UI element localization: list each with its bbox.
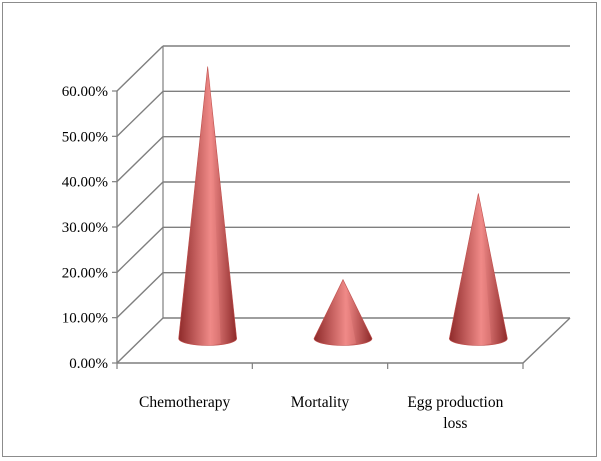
gridline-1: [116, 271, 570, 319]
y-tick-label-1: 10.00%: [62, 311, 108, 327]
gridline-2: [116, 226, 570, 273]
cones: [178, 66, 508, 346]
x-category-label-1: Mortality: [291, 394, 350, 411]
x-category-label-line: loss: [443, 415, 467, 432]
y-tick-label-0: 0.00%: [69, 356, 108, 372]
gridline-5: [116, 90, 570, 137]
y-tick-label-6: 60.00%: [62, 84, 108, 100]
cone-mortality: [313, 278, 373, 346]
x-category-label-line: Chemotherapy: [139, 394, 231, 411]
x-category-label-line: Mortality: [291, 394, 350, 411]
y-tick-label-2: 20.00%: [62, 265, 108, 281]
x-category-label-line: Egg production: [407, 394, 503, 411]
gridline-3: [116, 181, 570, 228]
y-tick-label-3: 30.00%: [62, 220, 108, 236]
cone-egg-production-loss: [449, 193, 508, 346]
cone-chemotherapy: [178, 66, 237, 346]
y-tick-label-4: 40.00%: [62, 175, 108, 191]
labels: 0.00% 10.00% 20.00% 30.00% 40.00% 50.00% 60.00…: [62, 84, 504, 432]
chart-frame: [2, 2, 597, 457]
axes: [112, 90, 571, 369]
y-tick-label-5: 50.00%: [62, 129, 108, 145]
x-category-label-0: Chemotherapy: [139, 394, 231, 411]
gridline-4: [116, 135, 570, 183]
gridline-6: [116, 45, 570, 92]
x-category-label-2: Egg production loss: [407, 394, 503, 432]
